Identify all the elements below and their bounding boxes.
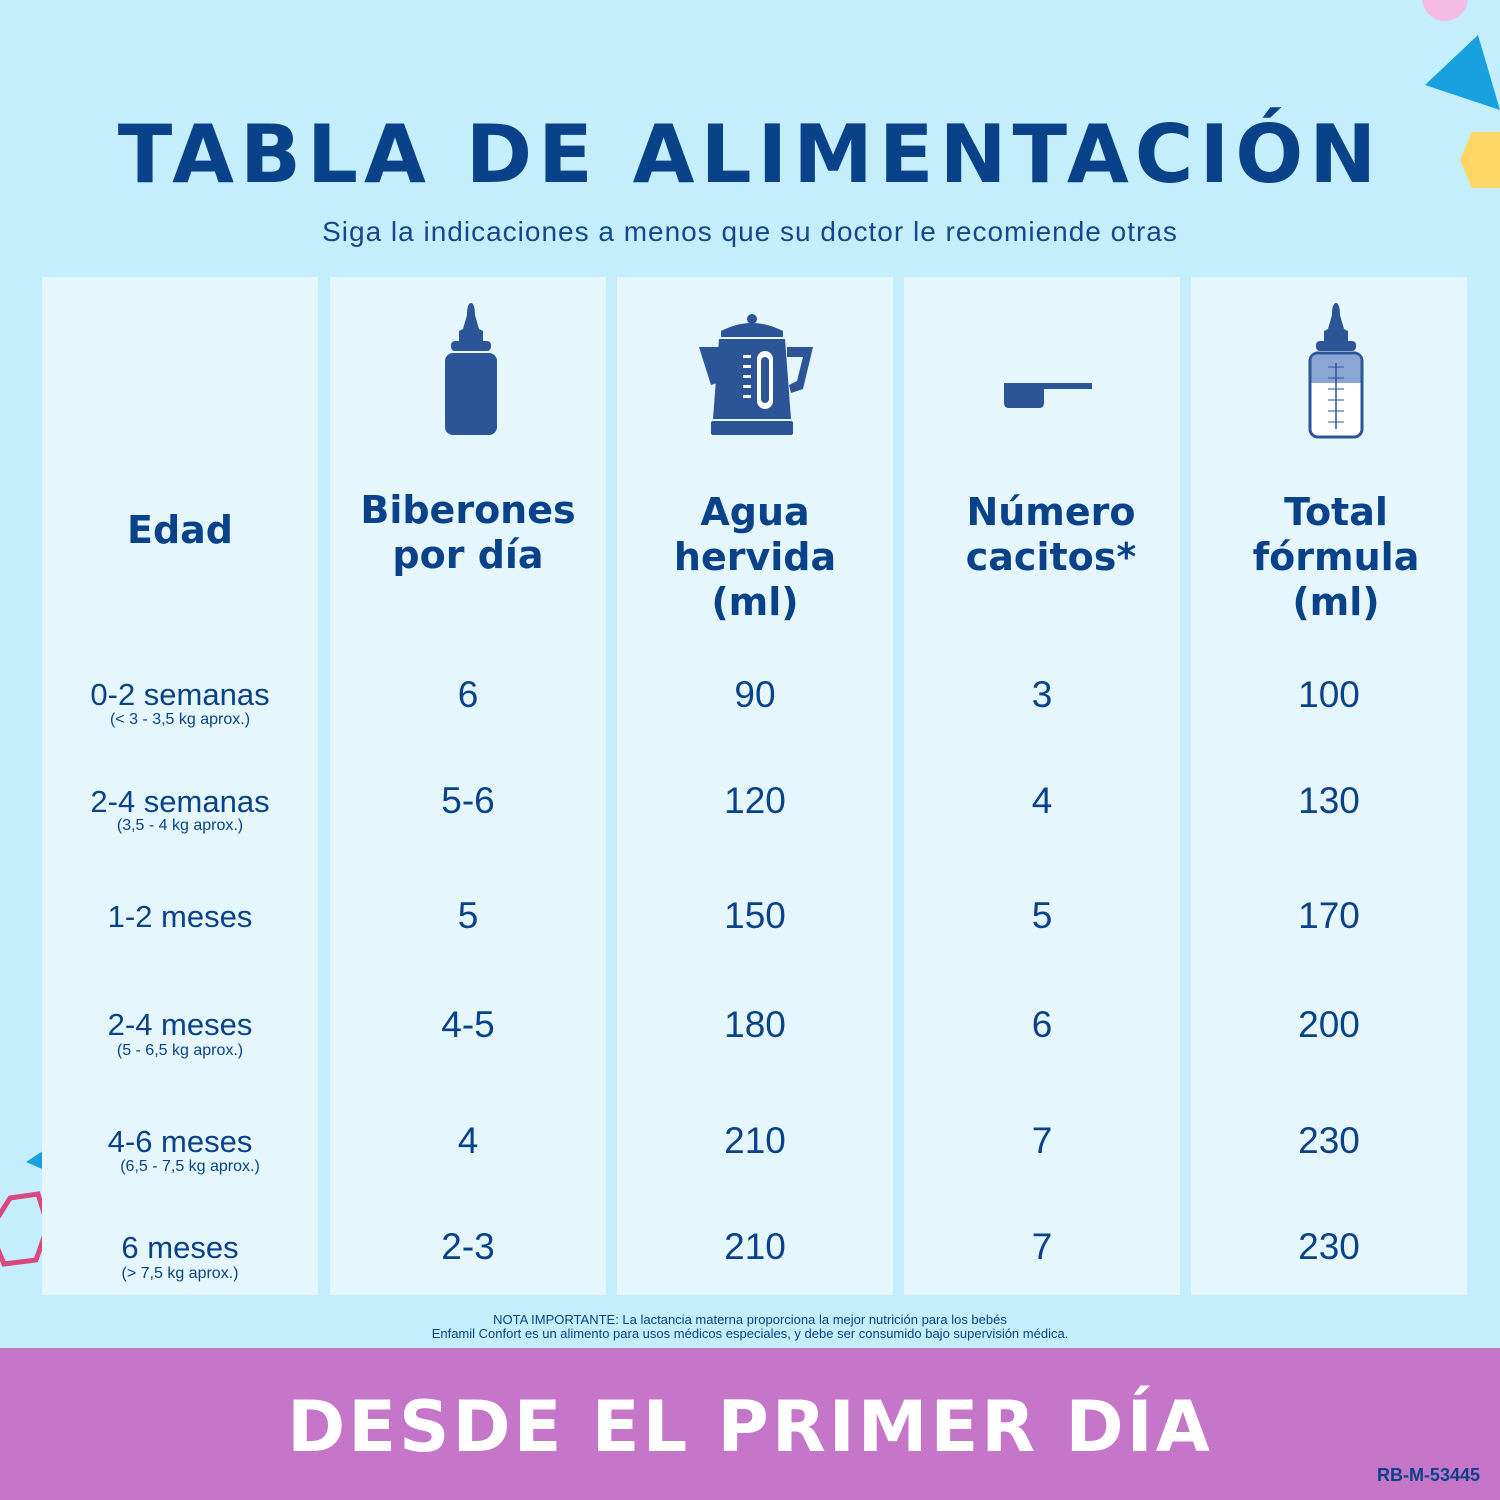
- slogan: DESDE EL PRIMER DÍA: [287, 1386, 1213, 1468]
- age-row-2: 2-4 semanas: [90, 784, 270, 819]
- header-scoops-line1: Número: [966, 490, 1136, 534]
- total-row-4: 200: [1298, 1004, 1360, 1045]
- header-water-line3: (ml): [711, 580, 799, 624]
- weight-row-1: (< 3 - 3,5 kg aprox.): [109, 711, 251, 728]
- weight-row-4: (5 - 6,5 kg aprox.): [116, 1042, 244, 1059]
- scoops-row-2: 4: [1031, 780, 1053, 821]
- age-row-1: 0-2 semanas: [90, 677, 270, 712]
- column-water: Agua hervida (ml) 90 120 150 180 210 210: [617, 277, 893, 1295]
- scoops-row-3: 5: [1031, 895, 1053, 936]
- scoops-row-6: 7: [1031, 1226, 1053, 1267]
- reference-code: RB-M-53445: [1376, 1465, 1480, 1485]
- measuring-bottle-icon: [1308, 303, 1364, 439]
- header-total-line2: fórmula: [1252, 535, 1420, 579]
- bottles-row-2: 5-6: [441, 780, 495, 821]
- header-bottles-line2: por día: [392, 533, 544, 577]
- header-water-line1: Agua: [700, 490, 810, 534]
- baby-bottle-icon: [445, 303, 497, 435]
- pink-hexagon-outline-decoration: [0, 1191, 51, 1267]
- pink-circle-decoration: [1422, 0, 1468, 21]
- page-subtitle: Siga la indicaciones a menos que su doct…: [322, 216, 1178, 247]
- weight-row-6: (> 7,5 kg aprox.): [121, 1265, 239, 1282]
- column-total: Total fórmula (ml) 100 130 170 200 230 2…: [1191, 277, 1467, 1295]
- scoops-row-1: 3: [1031, 674, 1053, 715]
- weight-row-5: (6,5 - 7,5 kg aprox.): [120, 1158, 260, 1175]
- scoops-row-4: 6: [1031, 1004, 1053, 1045]
- page-title: TABLA DE ALIMENTACIÓN: [117, 108, 1383, 201]
- important-note-line1: NOTA IMPORTANTE: La lactancia materna pr…: [493, 1312, 1007, 1327]
- water-row-6: 210: [724, 1226, 786, 1267]
- bottles-row-1: 6: [457, 674, 479, 715]
- yellow-hexagon-decoration: [1460, 132, 1500, 188]
- footer-banner: [0, 1348, 1500, 1500]
- column-age: Edad 0-2 semanas (< 3 - 3,5 kg aprox.) 2…: [42, 277, 318, 1295]
- header-water-line2: hervida: [673, 535, 837, 579]
- water-row-4: 180: [724, 1004, 786, 1045]
- water-row-5: 210: [724, 1120, 786, 1161]
- total-row-5: 230: [1298, 1120, 1360, 1161]
- water-row-2: 120: [724, 780, 786, 821]
- column-bottles: Biberones por día 6 5-6 5 4-5 4 2-3: [330, 277, 606, 1295]
- bottles-row-6: 2-3: [441, 1226, 495, 1267]
- total-row-1: 100: [1298, 674, 1360, 715]
- age-row-5: 4-6 meses: [107, 1124, 253, 1159]
- kettle-icon: [699, 314, 813, 435]
- important-note-line2: Enfamil Confort es un alimento para usos…: [431, 1326, 1069, 1341]
- total-row-3: 170: [1298, 895, 1360, 936]
- total-row-2: 130: [1298, 780, 1360, 821]
- total-row-6: 230: [1298, 1226, 1360, 1267]
- water-row-3: 150: [724, 895, 786, 936]
- header-bottles-line1: Biberones: [360, 488, 576, 532]
- age-row-3: 1-2 meses: [107, 899, 253, 934]
- header-scoops-line2: cacitos*: [965, 535, 1137, 579]
- header-total-line3: (ml): [1292, 580, 1380, 624]
- age-row-4: 2-4 meses: [107, 1007, 253, 1042]
- scoop-icon: [1004, 383, 1092, 408]
- bottles-row-4: 4-5: [441, 1004, 495, 1045]
- bottles-row-3: 5: [457, 895, 479, 936]
- age-row-6: 6 meses: [121, 1230, 239, 1265]
- header-age: Edad: [126, 508, 233, 552]
- blue-triangle-decoration: [1425, 35, 1500, 110]
- water-row-1: 90: [734, 674, 776, 715]
- bottles-row-5: 4: [457, 1120, 479, 1161]
- header-total-line1: Total: [1284, 490, 1388, 534]
- weight-row-2: (3,5 - 4 kg aprox.): [116, 817, 244, 834]
- column-scoops: Número cacitos* 3 4 5 6 7 7: [904, 277, 1180, 1295]
- scoops-row-5: 7: [1031, 1120, 1053, 1161]
